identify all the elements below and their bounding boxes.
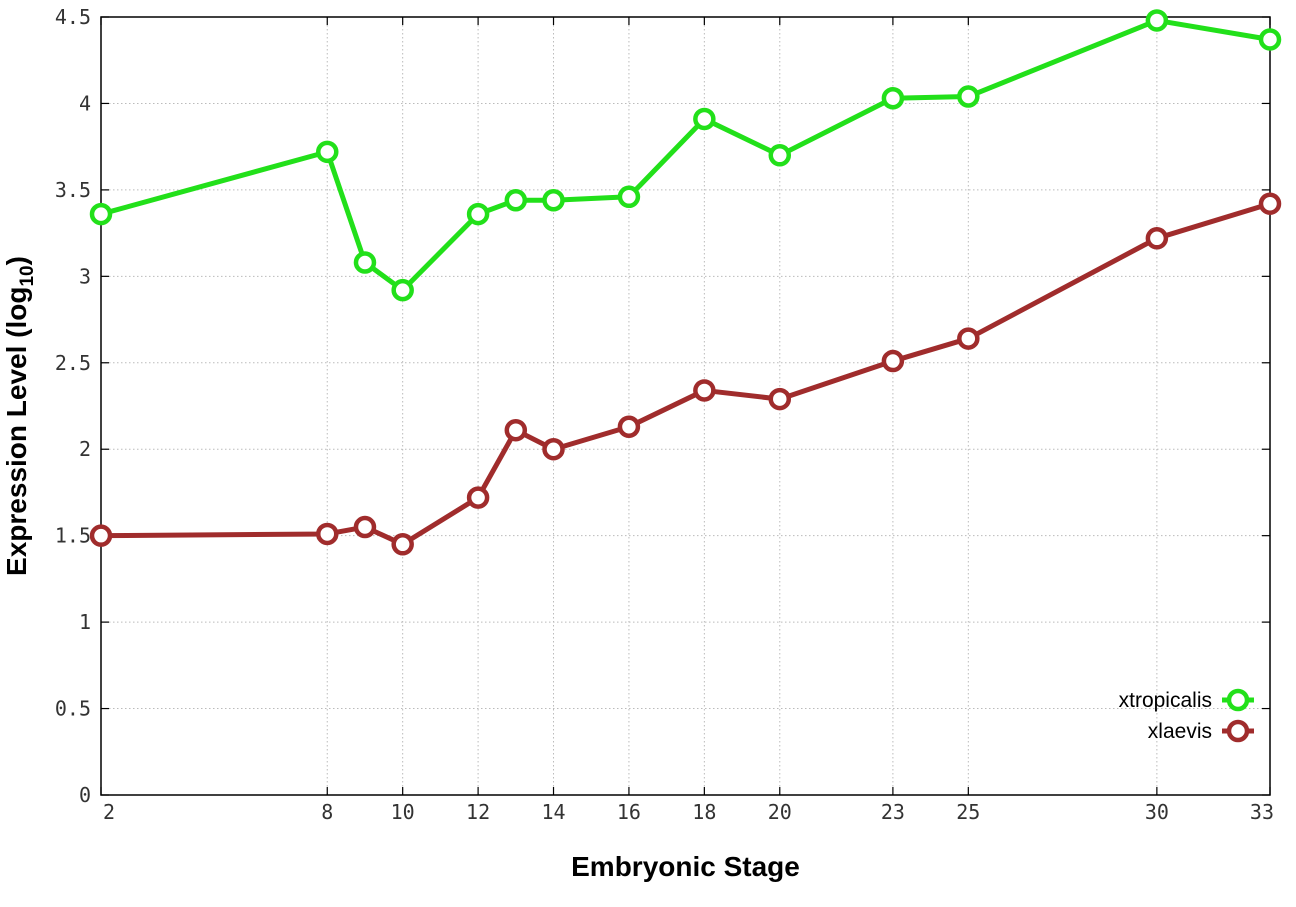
data-point bbox=[693, 107, 716, 131]
y-tick-label: 0 bbox=[79, 783, 91, 807]
data-point bbox=[504, 189, 528, 212]
x-tick-label: 30 bbox=[1145, 800, 1169, 824]
data-point bbox=[617, 185, 641, 209]
y-tick-label: 2 bbox=[79, 437, 91, 461]
data-point bbox=[353, 251, 377, 274]
x-axis-title: Embryonic Stage bbox=[571, 851, 800, 882]
x-axis: 2 8 10 12 14 16 18 20 23 25 30 33 bbox=[100, 17, 1274, 824]
data-point bbox=[1258, 192, 1282, 215]
x-tick-label: 23 bbox=[881, 800, 905, 824]
x-tick-label: 25 bbox=[956, 800, 980, 824]
y-tick-label: 4.5 bbox=[55, 5, 91, 29]
data-point bbox=[504, 418, 528, 442]
legend-label: xtropicalis bbox=[1119, 689, 1212, 712]
x-tick-label: 8 bbox=[321, 800, 333, 824]
data-point bbox=[768, 387, 792, 411]
data-point bbox=[89, 524, 113, 547]
data-point bbox=[881, 87, 905, 110]
y-tick-label: 2.5 bbox=[55, 351, 91, 375]
series-line bbox=[100, 17, 1271, 293]
data-point bbox=[466, 202, 490, 226]
legend: xtropicalis xlaevis bbox=[1119, 688, 1254, 743]
data-point bbox=[466, 486, 490, 509]
data-point bbox=[881, 349, 905, 373]
data-point bbox=[768, 144, 792, 167]
data-point bbox=[1145, 9, 1169, 32]
data-point bbox=[391, 533, 414, 556]
data-point bbox=[617, 415, 641, 438]
data-point bbox=[957, 327, 980, 350]
data-point bbox=[353, 515, 377, 539]
x-tick-label: 16 bbox=[617, 800, 641, 824]
x-tick-label: 10 bbox=[391, 800, 415, 824]
y-tick-label: 0.5 bbox=[55, 697, 91, 721]
legend-label: xlaevis bbox=[1148, 720, 1212, 743]
x-tick-label: 20 bbox=[768, 800, 792, 824]
data-point bbox=[542, 189, 565, 212]
y-tick-label: 4 bbox=[79, 91, 91, 115]
legend-marker bbox=[1226, 719, 1250, 743]
series-xlaevis bbox=[89, 192, 1282, 556]
legend-marker bbox=[1226, 688, 1250, 712]
y-tick-label: 3 bbox=[79, 264, 91, 288]
series-xtropicalis bbox=[89, 9, 1282, 302]
x-tick-label: 33 bbox=[1250, 800, 1274, 824]
y-tick-label: 1.5 bbox=[55, 524, 91, 548]
y-axis: 0 0.5 1 1.5 2 2.5 3 3.5 4 4.5 bbox=[55, 5, 1270, 807]
series-layer bbox=[89, 9, 1282, 556]
x-tick-label: 14 bbox=[541, 800, 565, 824]
grid bbox=[101, 17, 1270, 795]
x-tick-label: 18 bbox=[692, 800, 716, 824]
x-tick-label: 12 bbox=[466, 800, 490, 824]
data-point bbox=[1258, 28, 1282, 51]
data-point bbox=[391, 278, 414, 302]
y-axis-title: Expression Level (log10) bbox=[1, 256, 38, 576]
x-tick-label: 2 bbox=[103, 800, 115, 824]
y-tick-label: 3.5 bbox=[55, 178, 91, 202]
legend-item-xtropicalis: xtropicalis bbox=[1119, 688, 1254, 712]
data-point bbox=[316, 140, 339, 164]
data-point bbox=[89, 202, 113, 226]
data-point bbox=[957, 85, 980, 108]
data-point bbox=[316, 522, 339, 546]
plot-frame bbox=[100, 16, 1271, 796]
y-tick-label: 1 bbox=[79, 610, 91, 634]
legend-item-xlaevis: xlaevis bbox=[1148, 719, 1254, 743]
data-point bbox=[1145, 227, 1169, 250]
series-line bbox=[100, 201, 1271, 547]
data-point bbox=[693, 379, 716, 402]
data-point bbox=[542, 437, 565, 461]
